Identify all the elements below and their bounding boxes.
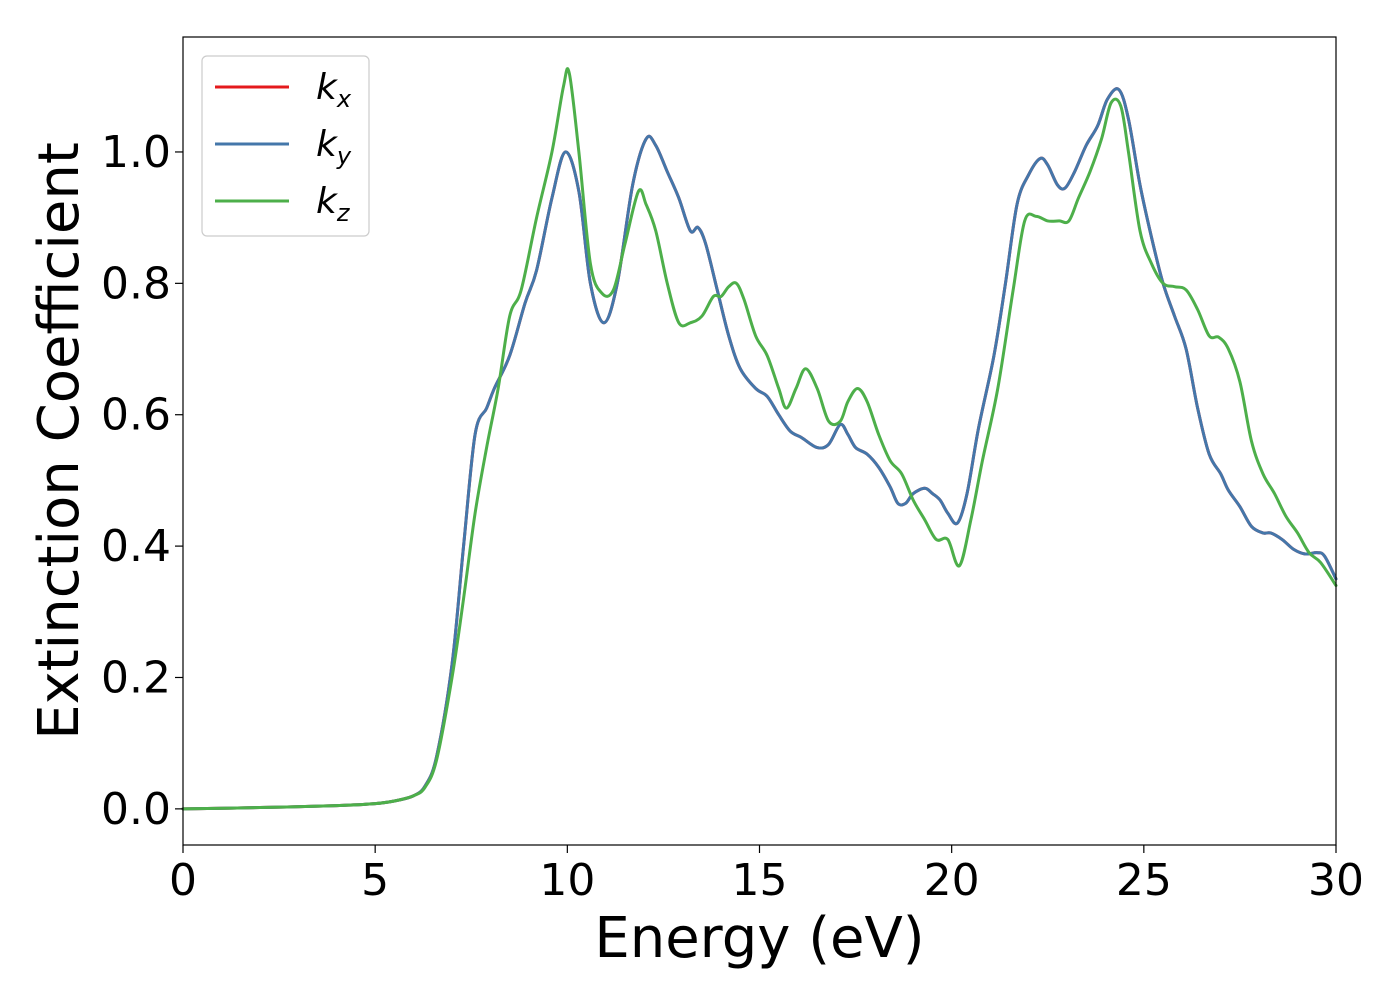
y-axis-label: Extinction Coefficient [27, 142, 92, 740]
legend: kx ky kz [201, 55, 370, 237]
series-line-ky [181, 87, 1338, 811]
series-line-kz [181, 67, 1338, 811]
legend-label-kz: kz [316, 181, 351, 227]
y-tick-label: 0.2 [101, 652, 171, 703]
x-tick-label: 20 [924, 855, 980, 906]
y-tick-label: 0.0 [101, 784, 171, 835]
x-axis-ticks: 0 5 10 15 20 25 30 [169, 845, 1364, 906]
y-tick-label: 1.0 [101, 127, 171, 178]
x-tick-label: 30 [1308, 855, 1364, 906]
x-tick-label: 15 [732, 855, 788, 906]
legend-label-ky: ky [316, 124, 352, 170]
x-tick-label: 25 [1116, 855, 1172, 906]
x-axis-label: Energy (eV) [594, 906, 924, 971]
x-tick-label: 0 [169, 855, 197, 906]
y-tick-label: 0.8 [101, 258, 171, 309]
x-tick-label: 5 [361, 855, 389, 906]
y-tick-label: 0.6 [101, 390, 171, 441]
x-tick-label: 10 [539, 855, 595, 906]
plot-background [183, 37, 1336, 845]
series-layer [181, 67, 1338, 811]
y-axis-ticks: 0.0 0.2 0.4 0.6 0.8 1.0 [101, 127, 183, 835]
legend-label-kx: kx [316, 67, 352, 113]
y-tick-label: 0.4 [101, 521, 171, 572]
legend-box [201, 55, 370, 237]
